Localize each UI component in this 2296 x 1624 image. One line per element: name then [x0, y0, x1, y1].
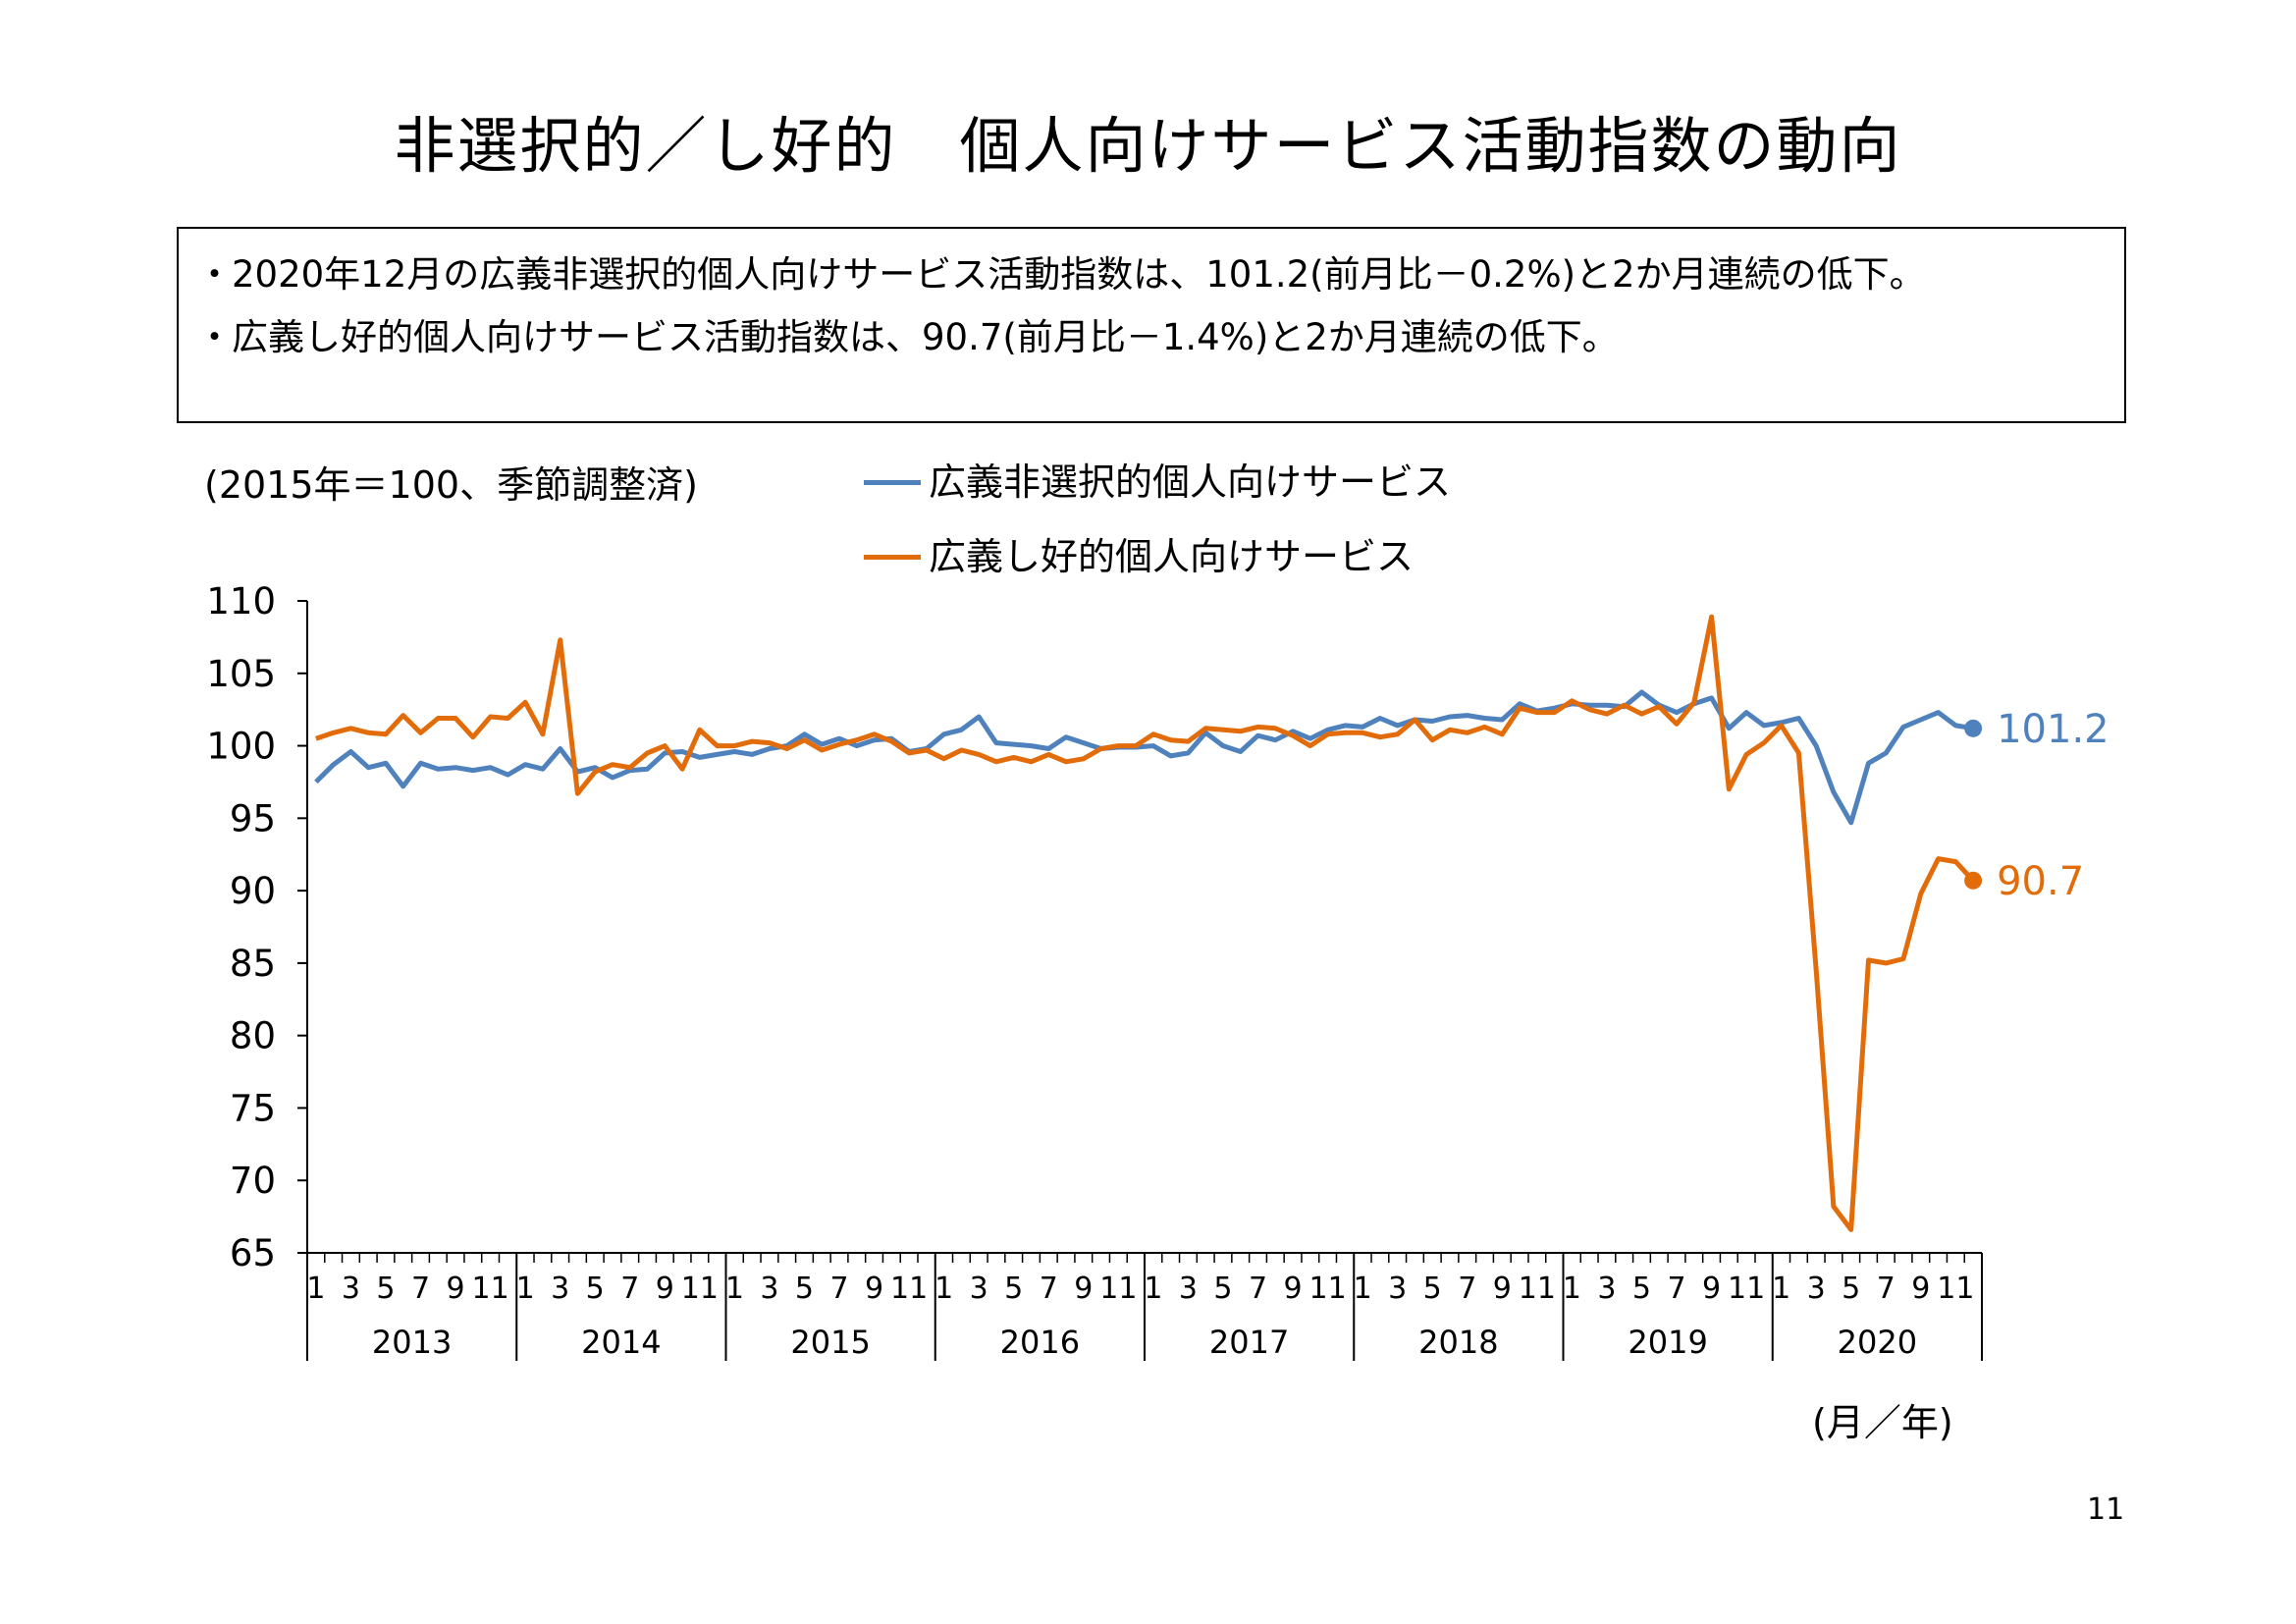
month-tick-label-3: 3	[1807, 1272, 1826, 1306]
month-tick-label-9: 9	[1911, 1272, 1930, 1306]
legend-item-selective: 広義し好的個人向けサービス	[864, 538, 1414, 575]
legend-label-selective: 広義し好的個人向けサービス	[929, 535, 1415, 578]
legend-swatch-nonselective	[864, 479, 921, 485]
legend-item-nonselective: 広義非選択的個人向けサービス	[864, 463, 1451, 501]
month-tick-label-7: 7	[1667, 1272, 1685, 1306]
month-tick-label-11: 11	[1309, 1272, 1347, 1306]
series-end-marker-1	[1964, 719, 1983, 737]
month-tick-label-11: 11	[472, 1272, 509, 1306]
month-tick-label-11: 11	[1519, 1272, 1556, 1306]
month-tick-label-5: 5	[586, 1272, 605, 1306]
y-tick-label-95: 95	[230, 797, 276, 839]
bullet-2: ・	[196, 316, 233, 358]
legend-swatch-selective	[864, 554, 921, 560]
year-label-2018: 2018	[1418, 1324, 1498, 1361]
legend-label-nonselective: 広義非選択的個人向けサービス	[929, 460, 1452, 504]
year-label-2017: 2017	[1209, 1324, 1289, 1361]
month-tick-label-3: 3	[342, 1272, 360, 1306]
y-tick-label-65: 65	[230, 1232, 276, 1274]
month-tick-label-5: 5	[376, 1272, 395, 1306]
month-tick-label-11: 11	[1728, 1272, 1765, 1306]
month-tick-label-9: 9	[1702, 1272, 1721, 1306]
month-tick-label-9: 9	[656, 1272, 674, 1306]
month-tick-label-5: 5	[1213, 1272, 1232, 1306]
month-tick-label-11: 11	[681, 1272, 719, 1306]
summary-box: ・ 2020年12月の広義非選択的個人向けサービス活動指数は、101.2(前月比…	[177, 227, 2126, 423]
month-tick-label-9: 9	[1074, 1272, 1093, 1306]
series-end-marker-2	[1964, 871, 1983, 890]
month-tick-label-7: 7	[829, 1272, 848, 1306]
bullet-1: ・	[196, 253, 233, 296]
month-tick-label-7: 7	[1877, 1272, 1896, 1306]
summary-line-1: ・ 2020年12月の広義非選択的個人向けサービス活動指数は、101.2(前月比…	[196, 250, 2097, 299]
month-tick-label-5: 5	[1423, 1272, 1442, 1306]
y-tick-label-80: 80	[230, 1015, 276, 1057]
month-tick-label-3: 3	[551, 1272, 569, 1306]
page-title: 非選択的／し好的 個人向けサービス活動指数の動向	[394, 110, 1902, 182]
month-tick-label-5: 5	[1632, 1272, 1651, 1306]
page-number: 11	[2087, 1492, 2125, 1527]
month-tick-label-9: 9	[447, 1272, 465, 1306]
unit-note: (2015年＝100、季節調整済)	[204, 463, 698, 507]
summary-text-2: 広義し好的個人向けサービス活動指数は、90.7(前月比－1.4%)と2か月連続の…	[232, 316, 1619, 358]
year-label-2016: 2016	[1000, 1324, 1080, 1361]
month-tick-label-1: 1	[516, 1272, 535, 1306]
x-axis-unit: (月／年)	[1812, 1401, 1953, 1444]
month-tick-label-7: 7	[411, 1272, 430, 1306]
month-tick-label-9: 9	[1284, 1272, 1303, 1306]
month-tick-label-11: 11	[1099, 1272, 1137, 1306]
month-tick-label-5: 5	[1004, 1272, 1023, 1306]
month-tick-label-3: 3	[1388, 1272, 1407, 1306]
y-tick-label-75: 75	[230, 1087, 276, 1129]
month-tick-label-3: 3	[1179, 1272, 1198, 1306]
month-tick-label-1: 1	[306, 1272, 325, 1306]
summary-line-2: ・ 広義し好的個人向けサービス活動指数は、90.7(前月比－1.4%)と2か月連…	[196, 313, 2097, 362]
month-tick-label-5: 5	[1842, 1272, 1860, 1306]
month-tick-label-1: 1	[725, 1272, 744, 1306]
year-label-2020: 2020	[1838, 1324, 1917, 1361]
y-tick-label-100: 100	[206, 726, 276, 768]
year-label-2015: 2015	[790, 1324, 870, 1361]
month-tick-label-11: 11	[890, 1272, 928, 1306]
series-line-2	[315, 614, 1975, 1232]
y-tick-label-90: 90	[230, 870, 276, 912]
month-tick-label-11: 11	[1937, 1272, 1974, 1306]
y-tick-label-105: 105	[206, 653, 276, 695]
y-tick-label-85: 85	[230, 943, 276, 985]
month-tick-label-1: 1	[1772, 1272, 1790, 1306]
series-line-1	[314, 689, 1974, 826]
year-label-2013: 2013	[372, 1324, 452, 1361]
month-tick-label-1: 1	[1354, 1272, 1372, 1306]
month-tick-label-3: 3	[970, 1272, 988, 1306]
series-end-label-1: 101.2	[1997, 707, 2109, 752]
month-tick-label-3: 3	[1597, 1272, 1616, 1306]
year-label-2014: 2014	[581, 1324, 661, 1361]
y-tick-label-110: 110	[206, 580, 276, 623]
month-tick-label-7: 7	[1040, 1272, 1058, 1306]
month-tick-label-7: 7	[1249, 1272, 1267, 1306]
month-tick-label-3: 3	[760, 1272, 778, 1306]
month-tick-label-9: 9	[1493, 1272, 1512, 1306]
month-tick-label-7: 7	[1458, 1272, 1476, 1306]
y-tick-label-70: 70	[230, 1160, 276, 1202]
summary-text-1: 2020年12月の広義非選択的個人向けサービス活動指数は、101.2(前月比－0…	[232, 253, 1926, 296]
month-tick-label-5: 5	[795, 1272, 814, 1306]
month-tick-label-7: 7	[620, 1272, 639, 1306]
month-tick-label-1: 1	[1144, 1272, 1162, 1306]
year-label-2019: 2019	[1628, 1324, 1707, 1361]
month-tick-label-1: 1	[1563, 1272, 1581, 1306]
series-end-label-2: 90.7	[1997, 859, 2084, 904]
month-tick-label-9: 9	[865, 1272, 883, 1306]
month-tick-label-1: 1	[934, 1272, 953, 1306]
